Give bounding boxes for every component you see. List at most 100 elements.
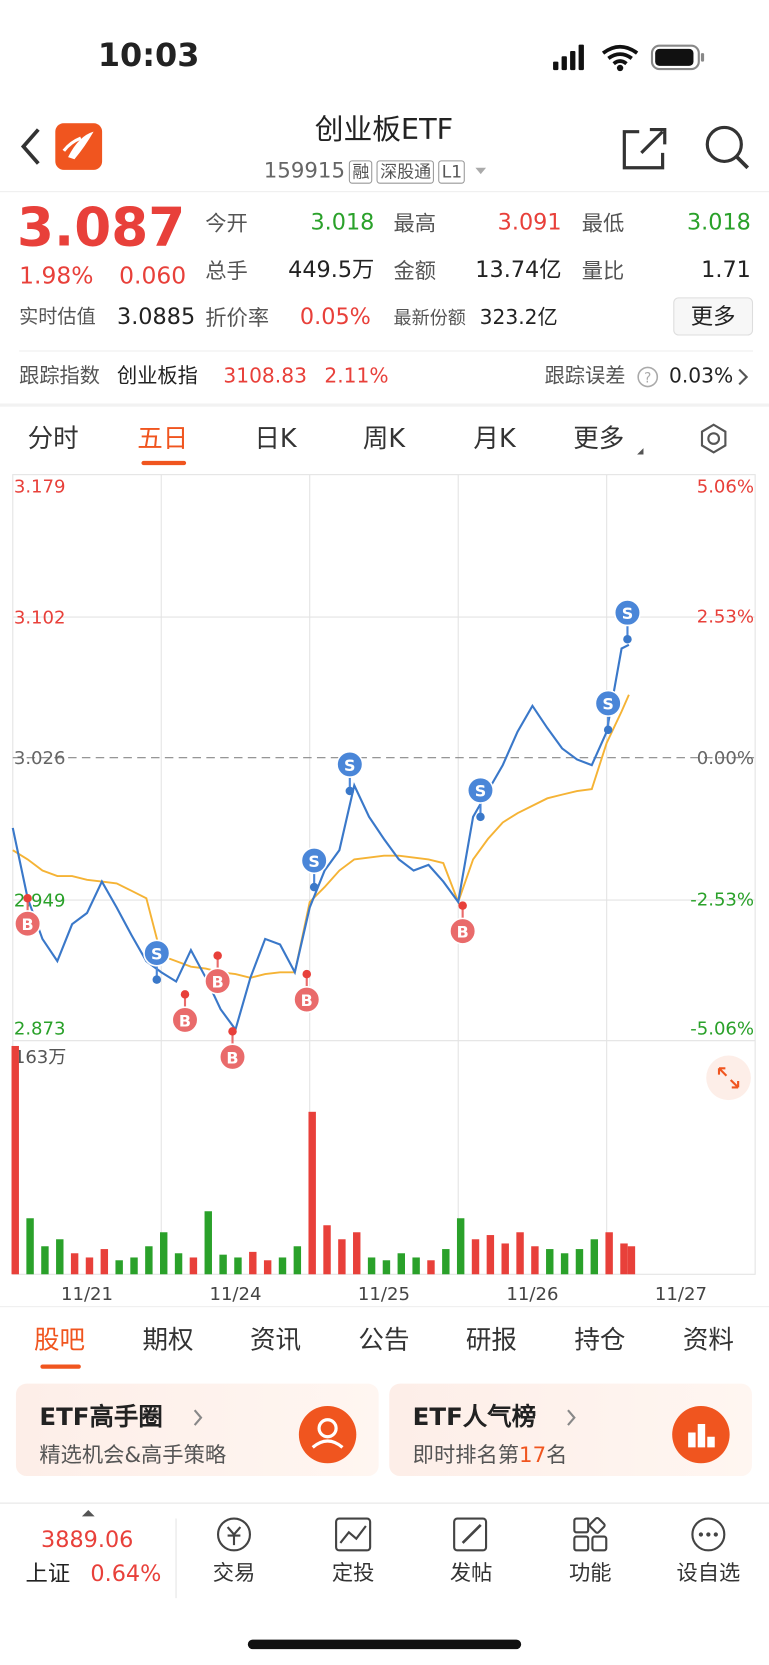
x-tick-label: 11/27	[655, 1284, 707, 1305]
signal-bubble	[594, 689, 622, 717]
card-icon	[672, 1405, 730, 1464]
volume-bar	[397, 1253, 405, 1275]
discount-label: 折价率	[205, 304, 270, 331]
status-icons	[553, 44, 705, 72]
signal-point	[309, 882, 319, 892]
divider	[0, 191, 769, 193]
y-tick-label: 3.026	[14, 748, 66, 769]
dropdown[interactable]	[472, 165, 489, 178]
volume-bar	[219, 1254, 227, 1275]
discount: 0.05%	[299, 303, 371, 330]
content-tab[interactable]: 公告	[358, 1325, 410, 1355]
help-icon[interactable]: ?	[636, 365, 659, 388]
signal-bubble	[14, 910, 42, 938]
x-tick-label: 11/24	[209, 1284, 261, 1305]
volume-bar	[382, 1260, 391, 1275]
chevron	[567, 1409, 576, 1426]
action-label[interactable]: 交易	[212, 1559, 256, 1586]
expand-icon	[717, 1067, 740, 1089]
card-title: ETF人气榜	[412, 1403, 537, 1432]
header-actions[interactable]	[620, 123, 753, 172]
chart-tab[interactable]: 更多	[573, 423, 625, 454]
svg-text:?: ?	[644, 370, 651, 386]
chart-tab[interactable]: 分时	[27, 423, 79, 454]
signal-bubble	[466, 776, 495, 804]
signal-label: S	[308, 852, 319, 871]
card[interactable]: ETF高手圈 精选机会&高手策略	[15, 1383, 379, 1477]
action-icons	[216, 1516, 726, 1552]
x-tick-label: 11/25	[358, 1284, 410, 1305]
expand-bg	[706, 1055, 751, 1101]
card[interactable]: ETF人气榜 即时排名第17名	[389, 1383, 752, 1477]
action-label[interactable]: 定投	[331, 1559, 375, 1586]
volume-bar	[115, 1260, 123, 1275]
divider	[19, 350, 754, 352]
tag: 深股通	[376, 160, 435, 184]
chart-tab[interactable]: 月K	[473, 423, 516, 454]
y2-tick-label: 5.06%	[697, 477, 754, 498]
signal-label: B	[22, 915, 34, 934]
signal-label: B	[457, 923, 469, 942]
chevron[interactable]	[736, 366, 751, 387]
volume-bar	[575, 1249, 584, 1275]
card-subtitle: 精选机会&高手策略	[39, 1442, 227, 1468]
index-change[interactable]: 0.64%	[90, 1560, 162, 1587]
action-label[interactable]: 设自选	[676, 1559, 741, 1586]
chevron	[193, 1409, 203, 1426]
content-tab[interactable]: 持仓	[574, 1325, 626, 1355]
content-tab[interactable]: 研报	[465, 1325, 517, 1355]
settings-icon[interactable]	[697, 422, 731, 456]
chart-tab[interactable]: 周K	[362, 423, 406, 454]
volume-bar	[546, 1249, 554, 1275]
change-pct: 1.98%	[19, 263, 94, 290]
volume-bar	[620, 1243, 628, 1275]
volume-bar	[145, 1246, 153, 1275]
tracking-error: 0.03%	[669, 364, 734, 388]
action-label[interactable]: 发帖	[449, 1559, 493, 1586]
field-label: 金额	[393, 258, 437, 284]
x-tick-label: 11/21	[61, 1284, 113, 1305]
signal-label: S	[151, 944, 162, 963]
tracking-index: 创业板指	[116, 364, 198, 388]
tracking-index-change: 2.11%	[324, 364, 389, 388]
volume-bar	[41, 1246, 49, 1275]
content-tab[interactable]: 资料	[682, 1325, 734, 1355]
signal-bubble	[300, 847, 328, 875]
expand-button[interactable]	[706, 1055, 751, 1101]
change: 0.060	[119, 263, 187, 290]
more-button[interactable]: 更多	[673, 297, 754, 336]
tracking-error-label: 跟踪误差	[544, 364, 626, 388]
chart-tab[interactable]: 日K	[254, 423, 297, 454]
content-tab[interactable]: 期权	[142, 1325, 194, 1355]
tracking-index-value: 3108.83	[223, 364, 307, 388]
card-title: ETF高手圈	[39, 1403, 163, 1432]
volume-bar	[412, 1257, 420, 1275]
title: 创业板ETF	[314, 113, 454, 147]
volume-bar	[130, 1257, 138, 1275]
separator	[0, 403, 769, 407]
divider	[0, 1502, 769, 1504]
volume-bar	[501, 1243, 509, 1275]
action-label[interactable]: 功能	[569, 1559, 612, 1586]
content-tab[interactable]: 资讯	[249, 1325, 301, 1355]
signal-point	[458, 901, 467, 910]
field-value: 449.5万	[288, 256, 375, 283]
x-tick-label: 11/26	[506, 1284, 558, 1305]
index-name[interactable]: 上证	[25, 1560, 71, 1587]
status-time: 10:03	[97, 37, 200, 75]
divider	[0, 1306, 769, 1308]
field-label: 最高	[393, 210, 437, 236]
price: 3.087	[17, 196, 186, 259]
volume-bar	[427, 1260, 435, 1275]
y2-tick-label: -2.53%	[690, 890, 754, 911]
chart-tab-active[interactable]: 五日	[137, 423, 189, 454]
index-value[interactable]: 3889.06	[41, 1527, 134, 1553]
signal-point	[603, 725, 613, 735]
content-tab-active[interactable]: 股吧	[34, 1325, 86, 1355]
card-subtitle: 即时排名第17名	[413, 1444, 568, 1465]
shares: 323.2亿	[479, 305, 558, 330]
back-and-logo[interactable]	[15, 123, 111, 172]
volume-bar	[234, 1257, 242, 1275]
